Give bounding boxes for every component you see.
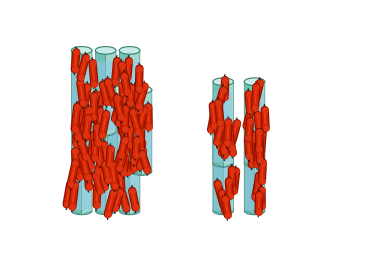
Polygon shape: [71, 129, 82, 215]
Polygon shape: [94, 90, 104, 175]
Polygon shape: [245, 93, 264, 162]
Ellipse shape: [244, 160, 265, 167]
Ellipse shape: [71, 207, 92, 215]
Ellipse shape: [71, 128, 92, 136]
Polygon shape: [107, 90, 118, 175]
Polygon shape: [244, 129, 254, 215]
Polygon shape: [105, 50, 116, 136]
Polygon shape: [108, 101, 127, 170]
Ellipse shape: [213, 160, 234, 167]
Polygon shape: [244, 82, 254, 167]
Ellipse shape: [83, 168, 104, 175]
Polygon shape: [254, 129, 265, 215]
Ellipse shape: [244, 125, 265, 133]
Ellipse shape: [213, 125, 234, 133]
Polygon shape: [119, 129, 130, 215]
Ellipse shape: [71, 46, 92, 54]
Polygon shape: [105, 129, 116, 215]
Ellipse shape: [95, 207, 116, 215]
Polygon shape: [130, 129, 140, 215]
Ellipse shape: [95, 46, 116, 54]
Ellipse shape: [107, 168, 128, 175]
Ellipse shape: [213, 78, 234, 86]
Ellipse shape: [83, 86, 104, 94]
Polygon shape: [214, 140, 232, 210]
Polygon shape: [119, 50, 130, 136]
Ellipse shape: [244, 207, 265, 215]
Polygon shape: [95, 50, 105, 136]
Polygon shape: [142, 90, 152, 175]
Polygon shape: [245, 140, 264, 210]
Ellipse shape: [119, 125, 140, 133]
Polygon shape: [73, 61, 91, 131]
Ellipse shape: [244, 78, 265, 86]
Ellipse shape: [107, 86, 128, 94]
Polygon shape: [214, 93, 232, 162]
Polygon shape: [71, 50, 82, 136]
Ellipse shape: [131, 168, 152, 175]
Ellipse shape: [95, 125, 116, 133]
Ellipse shape: [119, 128, 140, 136]
Ellipse shape: [119, 207, 140, 215]
Polygon shape: [82, 50, 92, 136]
Ellipse shape: [71, 125, 92, 133]
Polygon shape: [120, 140, 139, 210]
Polygon shape: [96, 140, 115, 210]
Polygon shape: [130, 50, 140, 136]
Polygon shape: [84, 101, 103, 170]
Polygon shape: [82, 129, 92, 215]
Ellipse shape: [213, 207, 234, 215]
Ellipse shape: [95, 128, 116, 136]
Polygon shape: [118, 90, 128, 175]
Polygon shape: [223, 82, 234, 167]
Polygon shape: [213, 82, 223, 167]
Polygon shape: [132, 101, 151, 170]
Polygon shape: [120, 61, 139, 131]
Polygon shape: [131, 90, 142, 175]
Ellipse shape: [131, 86, 152, 94]
Polygon shape: [73, 140, 91, 210]
Ellipse shape: [119, 46, 140, 54]
Polygon shape: [95, 129, 105, 215]
Polygon shape: [254, 82, 265, 167]
Polygon shape: [223, 129, 234, 215]
Polygon shape: [213, 129, 223, 215]
Polygon shape: [96, 61, 115, 131]
Polygon shape: [83, 90, 94, 175]
